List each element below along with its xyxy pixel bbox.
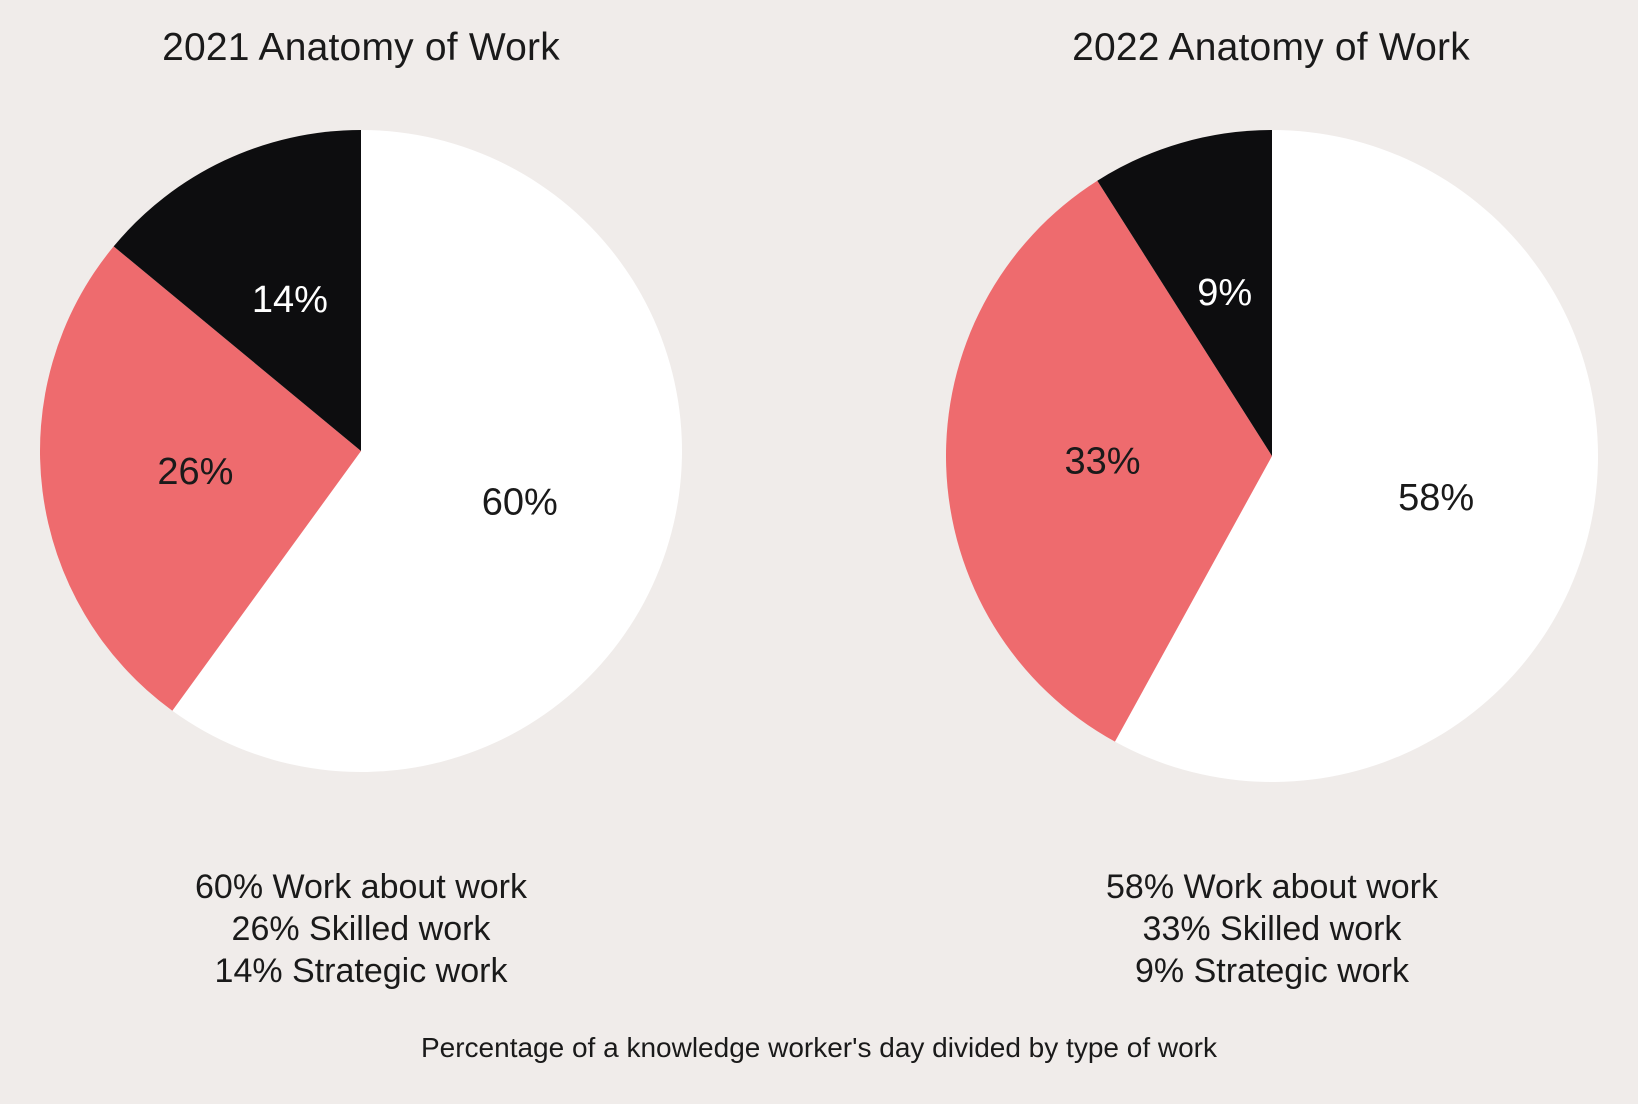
pie-chart-2021: 60% 26% 14% <box>39 130 683 772</box>
legend-item-skilled-work: 26% Skilled work <box>231 910 491 948</box>
pie-slice-work-about-work <box>1114 130 1598 783</box>
chart-title-2022: 2022 Anatomy of Work <box>1072 26 1470 69</box>
slice-label-strategic-work: 9% <box>1197 272 1252 314</box>
legend-item-strategic-work: 14% Strategic work <box>214 952 508 990</box>
legend-item-work-about-work: 58% Work about work <box>1106 868 1438 906</box>
pie-slice-strategic-work <box>1097 130 1272 456</box>
slice-label-work-about-work: 58% <box>1398 477 1474 519</box>
legend-item-work-about-work: 60% Work about work <box>195 868 527 906</box>
pie-slice-skilled-work <box>39 246 362 711</box>
legend-2021: 60% Work about work 26% Skilled work 14%… <box>61 866 661 992</box>
pie-slice-work-about-work <box>172 130 683 772</box>
pie-slice-skilled-work <box>946 180 1272 742</box>
legend-item-skilled-work: 33% Skilled work <box>1142 910 1402 948</box>
pie-slice-strategic-work <box>113 130 361 451</box>
slice-label-skilled-work: 33% <box>1065 440 1141 482</box>
slice-label-work-about-work: 60% <box>482 482 558 524</box>
legend-2022: 58% Work about work 33% Skilled work 9% … <box>972 866 1572 992</box>
pie-chart-2022: 58% 33% 9% <box>946 130 1598 783</box>
slice-label-strategic-work: 14% <box>252 279 328 321</box>
chart-title-2021: 2021 Anatomy of Work <box>162 26 560 69</box>
slice-label-skilled-work: 26% <box>157 451 233 493</box>
chart-caption: Percentage of a knowledge worker's day d… <box>420 1032 1217 1063</box>
legend-item-strategic-work: 9% Strategic work <box>1135 952 1409 990</box>
